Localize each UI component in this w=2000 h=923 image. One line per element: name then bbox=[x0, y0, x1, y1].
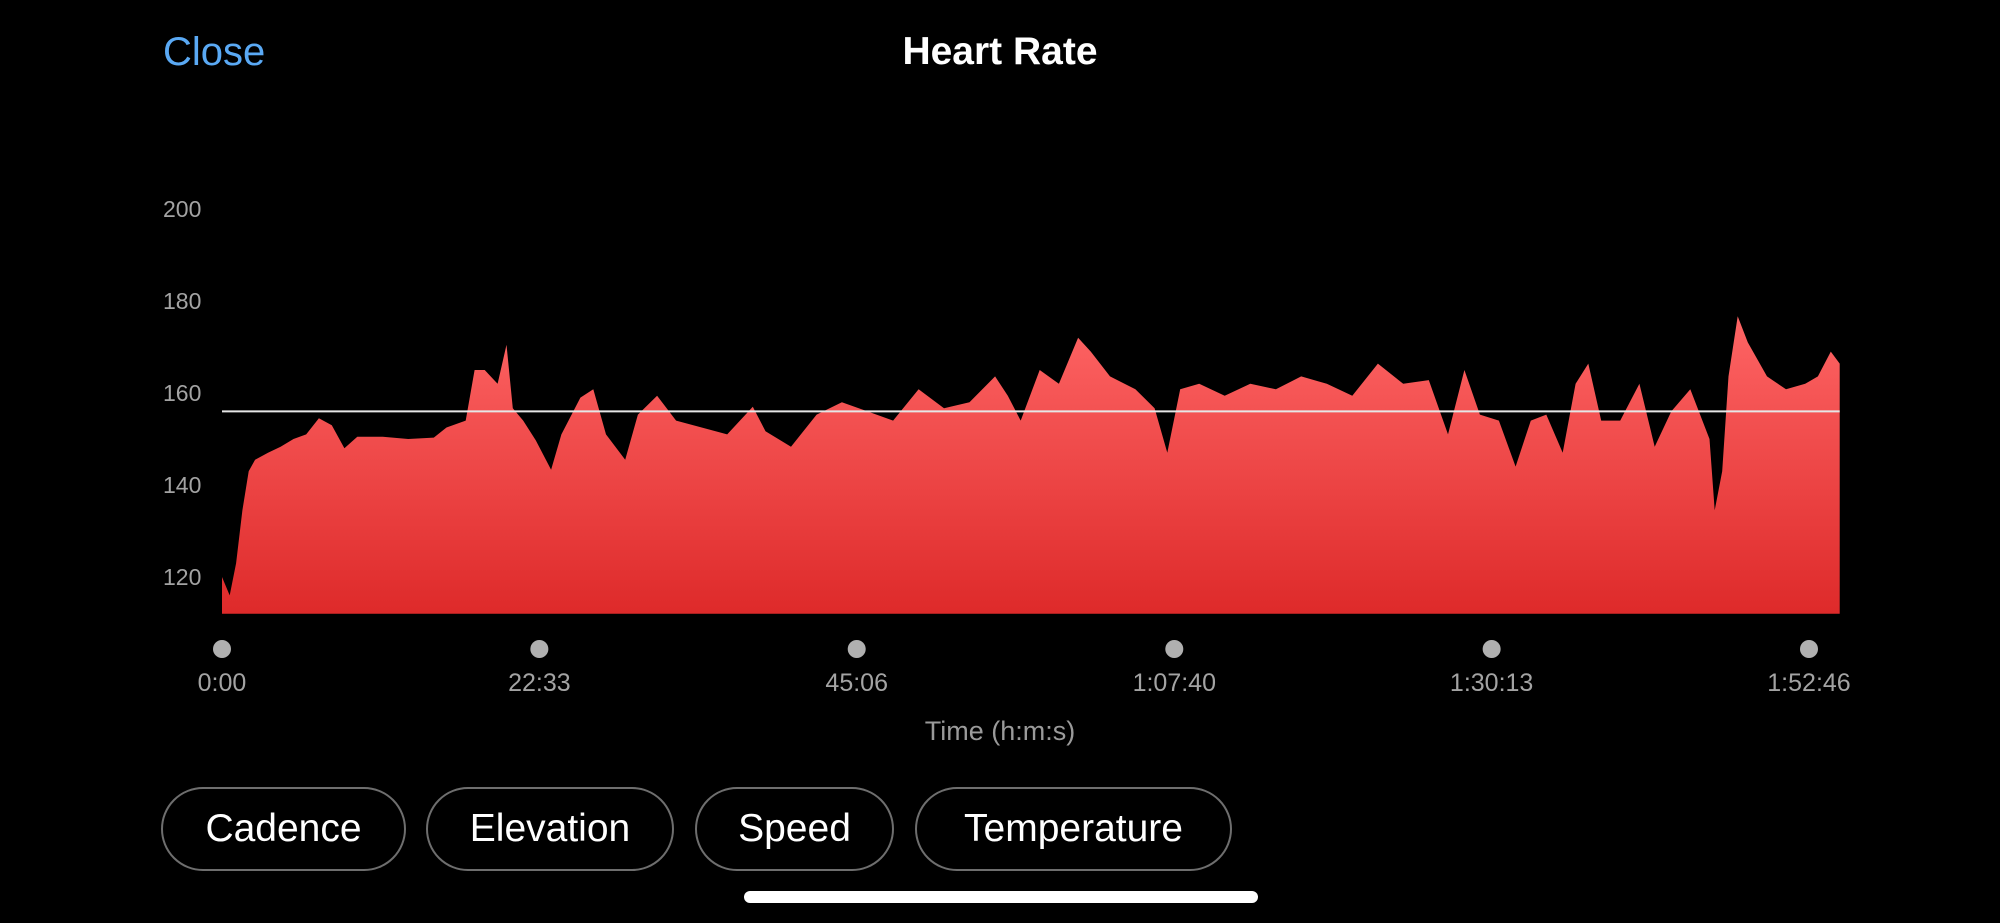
x-tick-dot bbox=[213, 640, 231, 658]
heart-rate-area bbox=[222, 316, 1840, 614]
y-tick-label: 180 bbox=[163, 288, 201, 314]
x-tick-label: 45:06 bbox=[825, 669, 888, 697]
x-tick-dot bbox=[1800, 640, 1818, 658]
y-tick-label: 160 bbox=[163, 380, 201, 406]
elevation-button[interactable]: Elevation bbox=[426, 787, 674, 871]
x-tick-dot bbox=[1482, 640, 1501, 658]
x-tick-label: 22:33 bbox=[508, 669, 571, 697]
page-title: Heart Rate bbox=[902, 30, 1098, 73]
y-tick-label: 120 bbox=[163, 564, 201, 590]
cadence-button[interactable]: Cadence bbox=[161, 787, 406, 871]
y-tick-label: 140 bbox=[163, 472, 201, 498]
x-tick-label: 1:52:46 bbox=[1767, 669, 1850, 697]
x-axis-label: Time (h:m:s) bbox=[924, 716, 1076, 746]
x-tick-label: 0:00 bbox=[198, 669, 247, 697]
x-tick-dot bbox=[530, 640, 549, 658]
x-tick-label: 1:07:40 bbox=[1133, 669, 1216, 697]
x-tick-dot bbox=[847, 640, 866, 658]
speed-button[interactable]: Speed bbox=[695, 787, 894, 871]
close-button[interactable]: Close bbox=[163, 30, 266, 74]
y-tick-label: 200 bbox=[163, 196, 201, 222]
x-tick-label: 1:30:13 bbox=[1450, 669, 1533, 697]
home-indicator[interactable] bbox=[744, 891, 1258, 903]
x-tick-dot bbox=[1165, 640, 1184, 658]
temperature-button[interactable]: Temperature bbox=[915, 787, 1232, 871]
